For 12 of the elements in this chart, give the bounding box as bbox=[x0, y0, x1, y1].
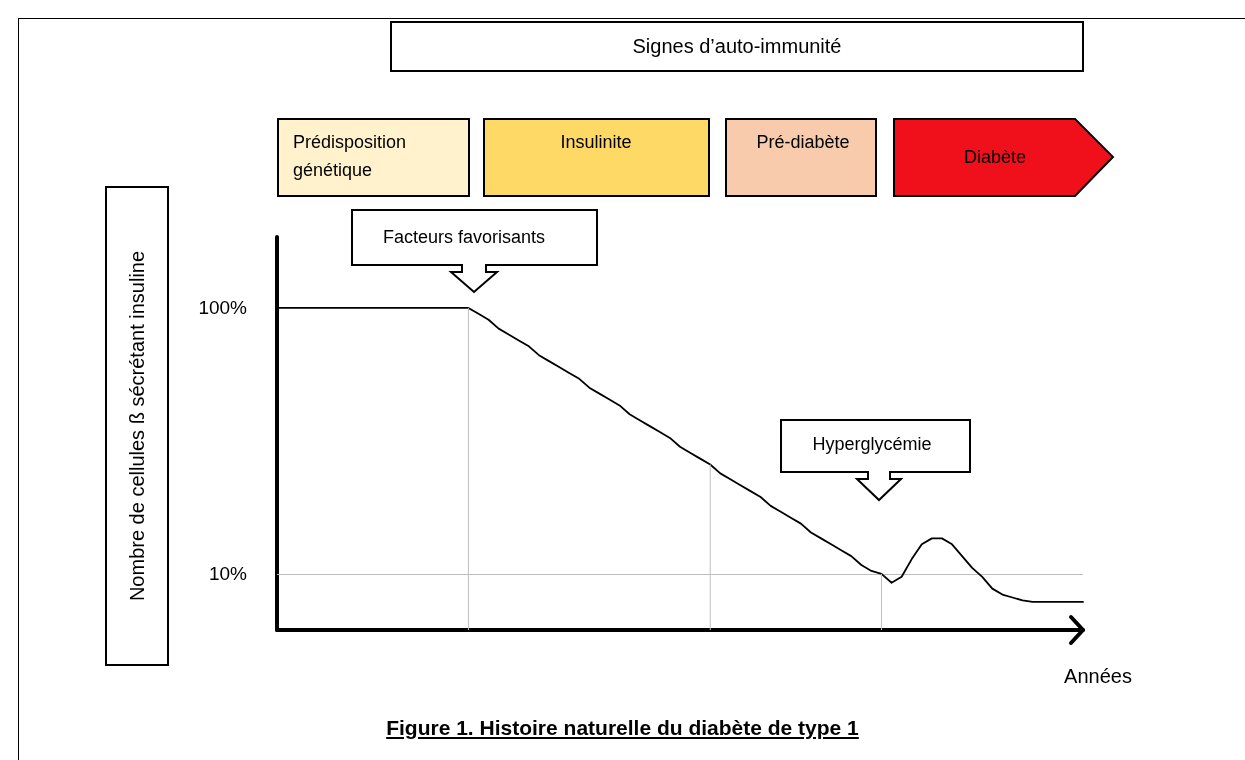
y-axis-title: Nombre de cellules ß sécrétant insuline bbox=[126, 250, 148, 602]
text: Signes d’auto-immunité bbox=[632, 35, 842, 57]
text: Diabète bbox=[963, 147, 1027, 167]
x-axis-title: Années bbox=[1064, 665, 1132, 687]
text: Pré-diabète bbox=[756, 132, 850, 152]
y-tick-label: 100% bbox=[198, 297, 248, 319]
text: Prédisposition génétique bbox=[293, 132, 407, 180]
text: Figure 1. Histoire naturelle du diabète de type 1 bbox=[386, 716, 859, 739]
annotation: Facteurs favorisants bbox=[382, 227, 546, 247]
y-tick-label: 10% bbox=[208, 563, 248, 585]
annotation: Hyperglycémie bbox=[812, 434, 932, 454]
text: Insulinite bbox=[560, 132, 632, 152]
